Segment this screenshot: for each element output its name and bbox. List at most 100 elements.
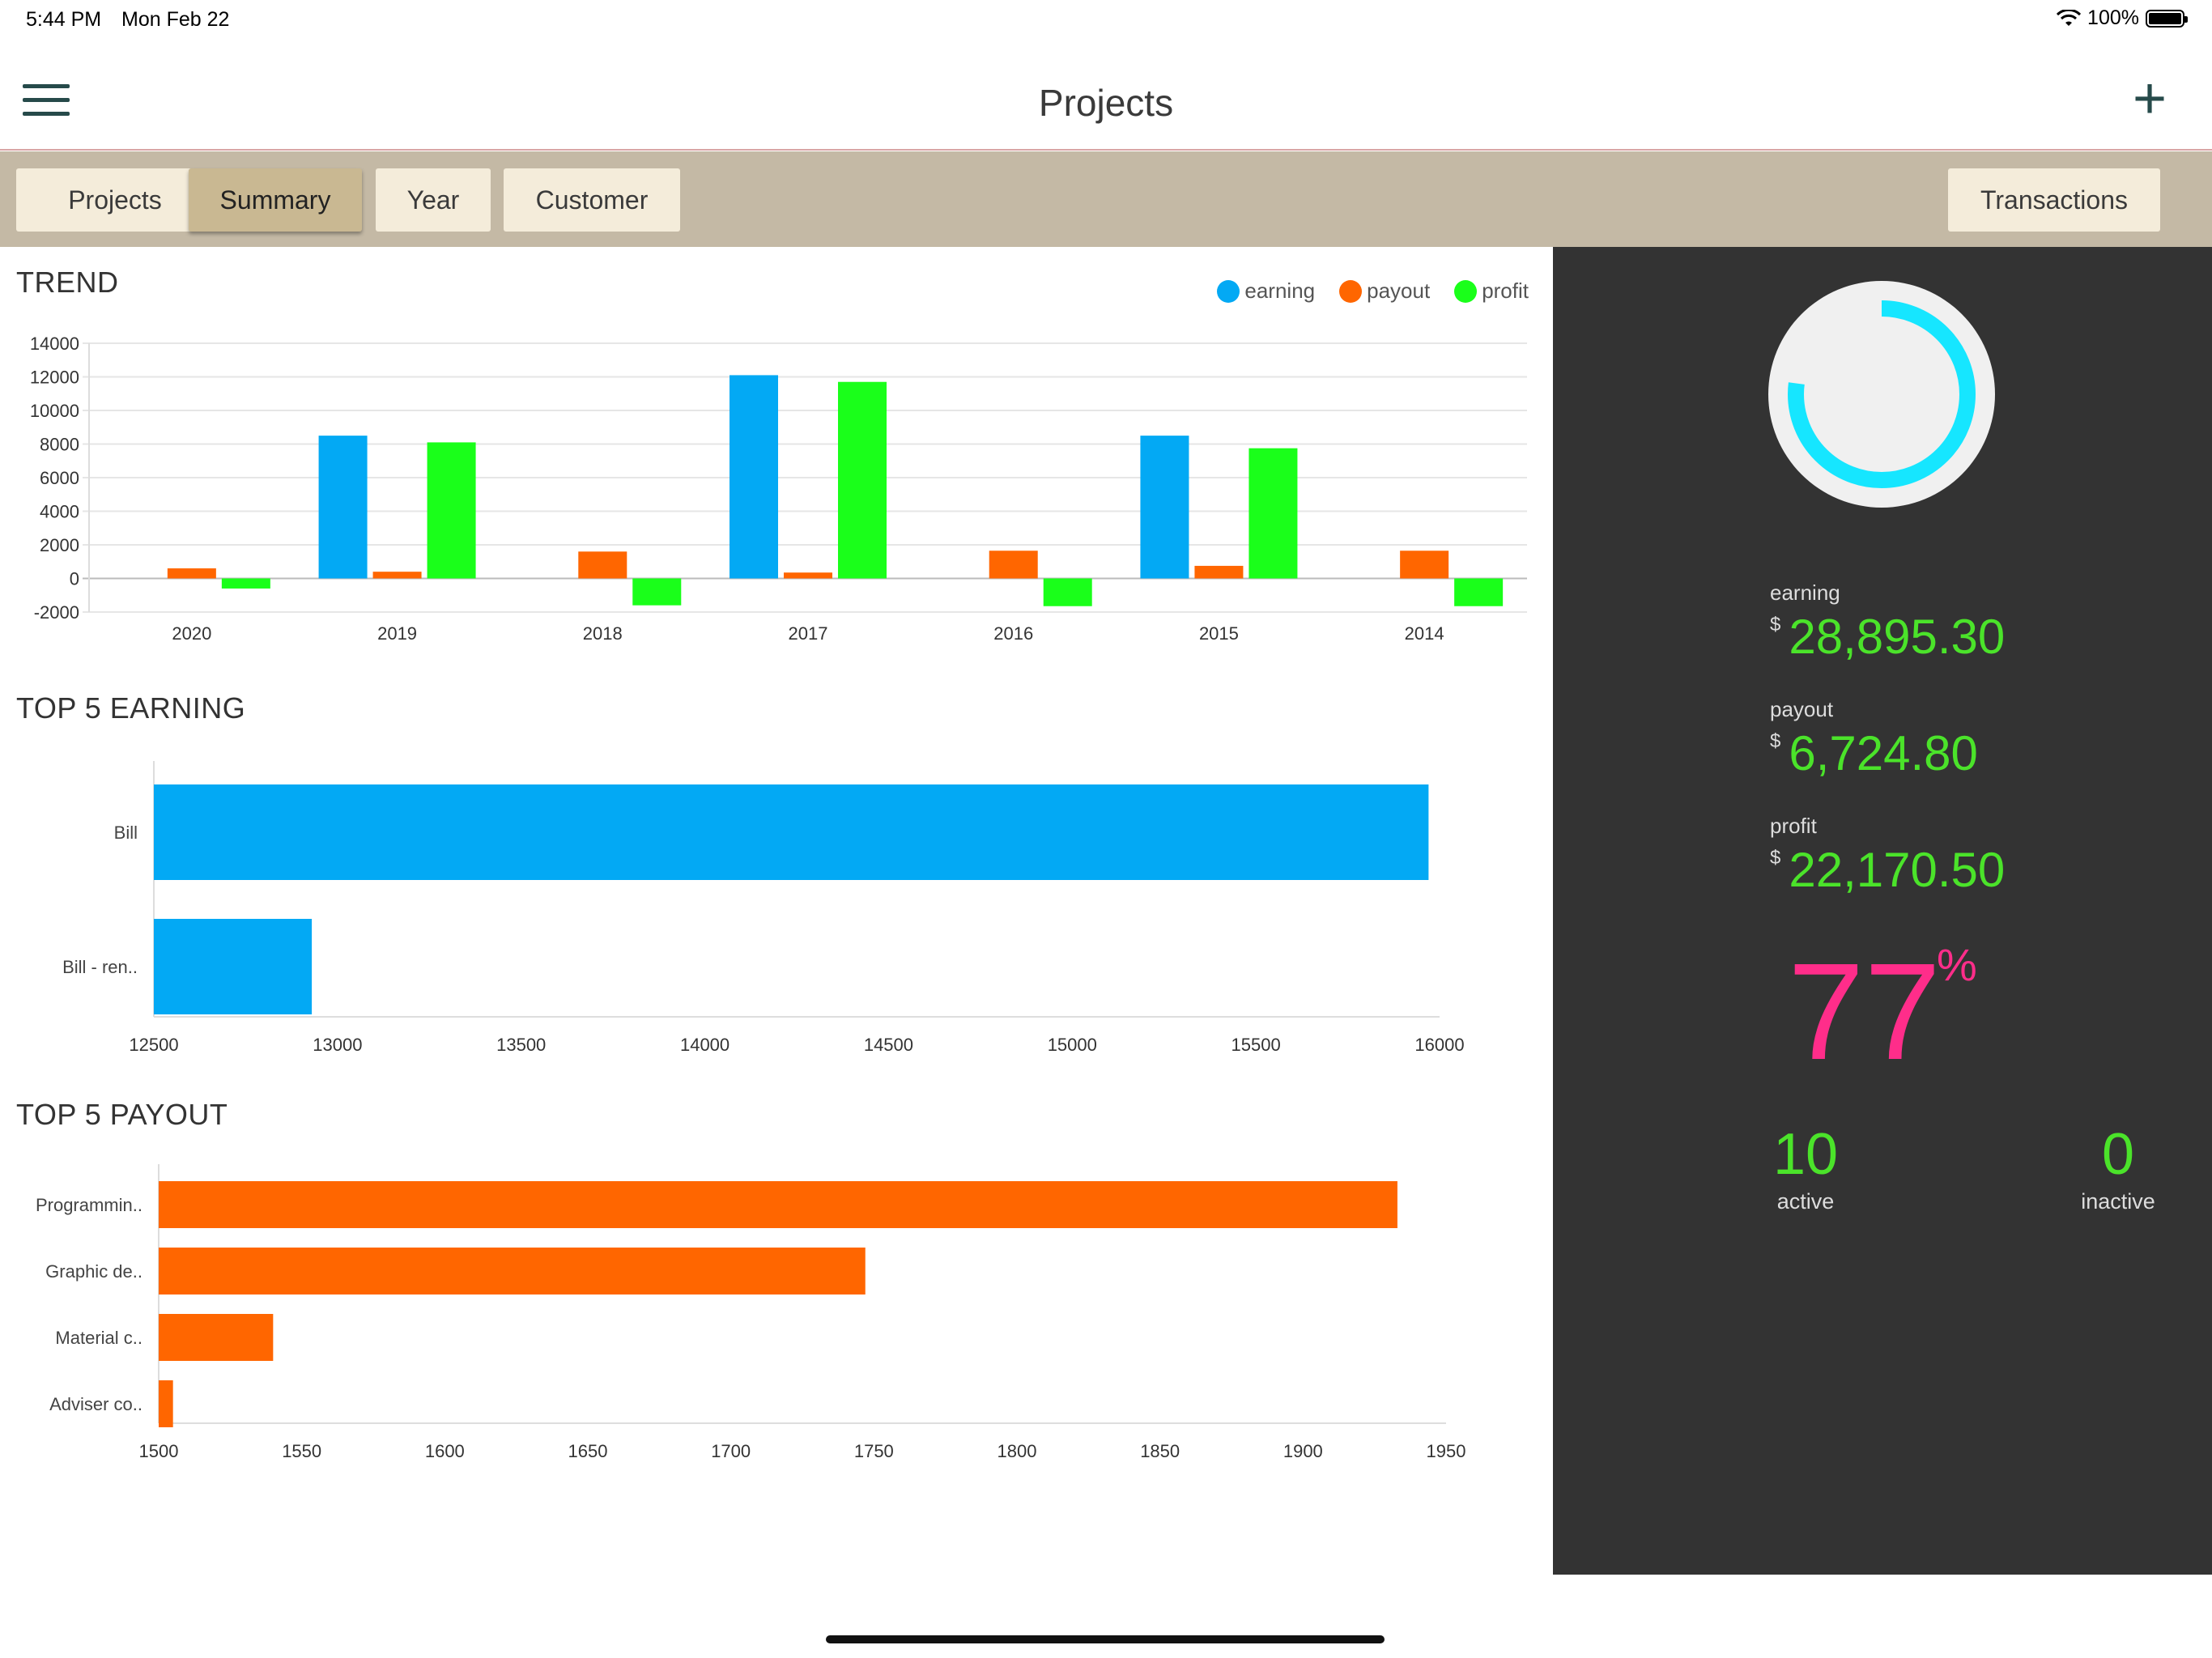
profit-value: 22,170.50 bbox=[1789, 843, 2006, 897]
hbar-xtick-label: 13000 bbox=[313, 1035, 362, 1055]
legend-payout: payout bbox=[1339, 278, 1430, 304]
earning-label: earning bbox=[1770, 580, 1840, 605]
page-title: Projects bbox=[1038, 82, 1174, 124]
hamburger-menu-icon[interactable] bbox=[23, 84, 70, 118]
hbar-xtick-label: 14000 bbox=[680, 1035, 730, 1055]
top-payout-title: TOP 5 PAYOUT bbox=[16, 1098, 228, 1131]
progress-ring bbox=[1767, 279, 1997, 509]
trend-bar-payout bbox=[578, 551, 627, 579]
inactive-count: 0 inactive bbox=[2037, 1121, 2199, 1214]
active-label: active bbox=[1776, 1189, 1835, 1214]
inactive-value: 0 bbox=[2101, 1122, 2135, 1187]
trend-xtick-label: 2015 bbox=[1199, 623, 1239, 644]
trend-xtick-label: 2016 bbox=[993, 623, 1033, 644]
hbar-bar bbox=[159, 1248, 866, 1295]
trend-ytick-label: 4000 bbox=[40, 502, 79, 522]
trend-bar-earning bbox=[318, 436, 368, 579]
earning-currency: $ bbox=[1770, 614, 1781, 636]
percent-sign: % bbox=[1937, 939, 1977, 990]
profit-percent: 77 % bbox=[1788, 939, 1977, 1081]
hbar-bar bbox=[154, 919, 313, 1014]
profit-label: profit bbox=[1770, 814, 1817, 838]
status-date: Mon Feb 22 bbox=[121, 8, 230, 31]
profit-stat: profit $22,170.50 bbox=[1770, 814, 2005, 898]
trend-xtick-label: 2019 bbox=[377, 623, 417, 644]
add-icon[interactable]: + bbox=[2132, 66, 2167, 131]
trend-ytick-label: 12000 bbox=[30, 368, 79, 388]
hbar-xtick-label: 1950 bbox=[1427, 1441, 1466, 1461]
payout-value: 6,724.80 bbox=[1789, 726, 1978, 780]
trend-ytick-label: 6000 bbox=[40, 468, 79, 488]
hbar-xtick-label: 1700 bbox=[711, 1441, 751, 1461]
transactions-button[interactable]: Transactions bbox=[1948, 168, 2160, 232]
trend-xtick-label: 2014 bbox=[1405, 623, 1444, 644]
hbar-xtick-label: 15500 bbox=[1231, 1035, 1281, 1055]
trend-bar-profit bbox=[221, 578, 270, 589]
hbar-bar bbox=[154, 784, 1429, 880]
hbar-xtick-label: 1800 bbox=[998, 1441, 1037, 1461]
trend-chart: 14000 12000 10000 8000 6000 4000 2000 0 -2000 202… bbox=[30, 334, 1527, 644]
battery-percent: 100% bbox=[2087, 6, 2139, 29]
hbar-category-label: Graphic de.. bbox=[45, 1261, 143, 1282]
trend-ytick-label: 10000 bbox=[30, 401, 79, 421]
tab-projects[interactable]: Projects bbox=[16, 168, 214, 232]
status-bar: 5:44 PM Mon Feb 22 100% bbox=[0, 0, 2212, 39]
hbar-xtick-label: 12500 bbox=[129, 1035, 178, 1055]
trend-bar-profit bbox=[1249, 448, 1298, 579]
inactive-label: inactive bbox=[2081, 1189, 2155, 1214]
hbar-xtick-label: 1650 bbox=[568, 1441, 608, 1461]
hbar-category-label: Bill - ren.. bbox=[62, 957, 138, 977]
trend-bar-earning bbox=[1140, 436, 1189, 579]
hbar-category-label: Material c.. bbox=[55, 1328, 143, 1348]
trend-title: TREND bbox=[16, 266, 119, 299]
status-right: 100% bbox=[2057, 6, 2188, 30]
profit-currency: $ bbox=[1770, 847, 1781, 869]
hbar-bar bbox=[159, 1181, 1397, 1228]
trend-bar-profit bbox=[1454, 578, 1504, 606]
earning-stat: earning $28,895.30 bbox=[1770, 580, 2005, 665]
trend-xtick-label: 2017 bbox=[789, 623, 828, 644]
hbar-xtick-label: 1750 bbox=[854, 1441, 894, 1461]
trend-legend: earning payout profit bbox=[1217, 278, 1529, 304]
hbar-category-label: Bill bbox=[114, 823, 138, 843]
trend-bar-payout bbox=[167, 568, 216, 579]
tab-year[interactable]: Year bbox=[376, 168, 491, 232]
legend-profit: profit bbox=[1454, 278, 1529, 304]
trend-bar-payout bbox=[372, 572, 422, 579]
trend-bar-profit bbox=[838, 381, 887, 579]
hbar-xtick-label: 1850 bbox=[1140, 1441, 1180, 1461]
hbar-category-label: Adviser co.. bbox=[49, 1394, 143, 1414]
legend-earning: earning bbox=[1217, 278, 1315, 304]
trend-bar-profit bbox=[632, 578, 682, 606]
hbar-bar bbox=[159, 1380, 173, 1427]
percent-value: 77 bbox=[1788, 935, 1942, 1089]
hbar-xtick-label: 1550 bbox=[282, 1441, 321, 1461]
wifi-icon bbox=[2057, 9, 2082, 26]
trend-bar-payout bbox=[1400, 551, 1449, 579]
payout-currency: $ bbox=[1770, 730, 1781, 752]
battery-icon bbox=[2146, 9, 2188, 28]
trend-xtick-label: 2020 bbox=[172, 623, 211, 644]
hbar-xtick-label: 1900 bbox=[1283, 1441, 1323, 1461]
hbar-xtick-label: 14500 bbox=[864, 1035, 913, 1055]
payout-label: payout bbox=[1770, 697, 1834, 721]
trend-bar-payout bbox=[784, 572, 832, 579]
tab-customer[interactable]: Customer bbox=[504, 168, 680, 232]
tab-summary[interactable]: Summary bbox=[189, 168, 362, 232]
trend-ytick-label: 2000 bbox=[40, 535, 79, 555]
hbar-xtick-label: 1600 bbox=[425, 1441, 465, 1461]
trend-ytick-label: 14000 bbox=[30, 334, 79, 354]
trend-ytick-label: 8000 bbox=[40, 435, 79, 455]
status-time: 5:44 PM bbox=[26, 8, 102, 31]
payout-stat: payout $6,724.80 bbox=[1770, 697, 1978, 781]
hbar-xtick-label: 1500 bbox=[139, 1441, 179, 1461]
tab-bar: Projects Summary Year Customer Transacti… bbox=[0, 151, 2212, 247]
navigation-bar: Projects + bbox=[0, 39, 2212, 151]
trend-bar-profit bbox=[427, 442, 476, 579]
hbar-xtick-label: 13500 bbox=[496, 1035, 546, 1055]
trend-bar-payout bbox=[989, 551, 1038, 579]
trend-xtick-label: 2018 bbox=[583, 623, 623, 644]
home-indicator bbox=[826, 1635, 1385, 1643]
earning-value: 28,895.30 bbox=[1789, 610, 2006, 664]
